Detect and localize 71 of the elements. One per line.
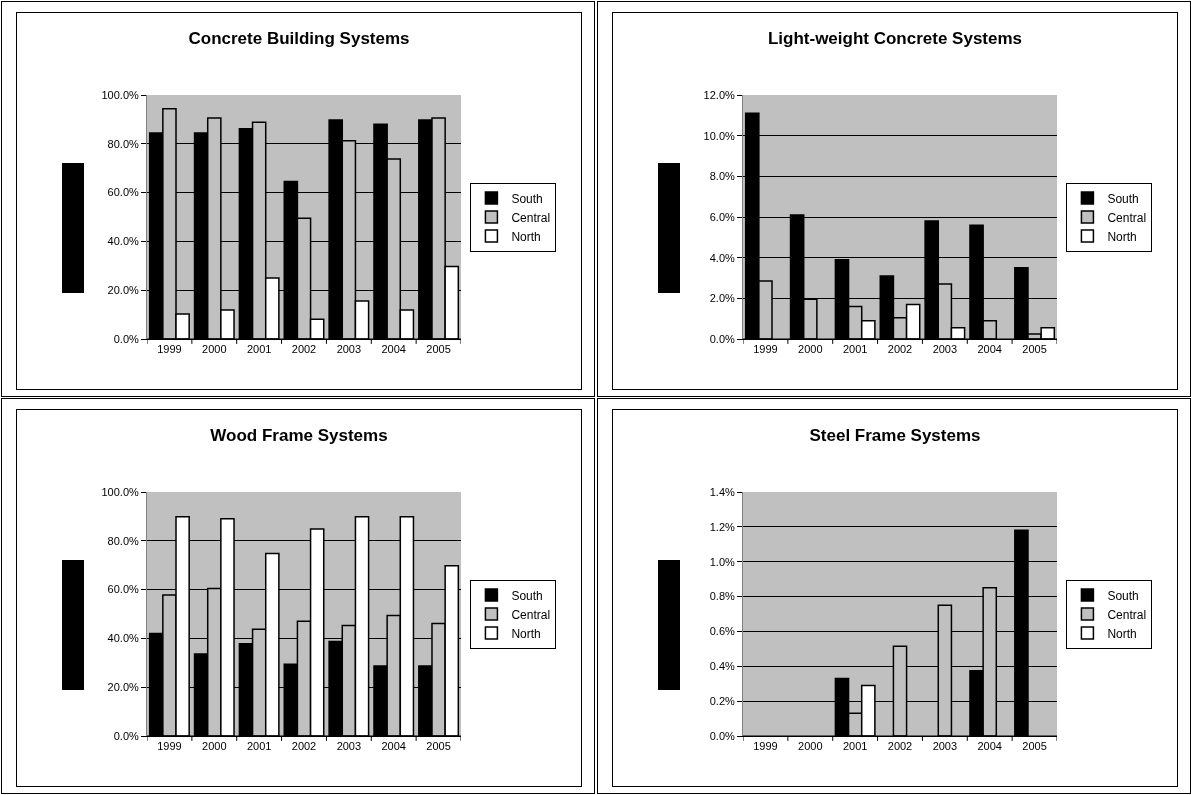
x-tick-label: 2004: [977, 740, 1002, 753]
x-tick-label: 2003: [336, 740, 362, 753]
y-tick-label: 40.0%: [107, 632, 140, 645]
y-tick-label: 80.0%: [107, 137, 140, 150]
legend-label: Central: [511, 210, 551, 225]
legend-label: North: [511, 626, 541, 641]
x-tick-label: 2005: [1022, 740, 1047, 753]
y-tick-label: 0.6%: [709, 625, 736, 638]
x-tick-label: 1999: [753, 740, 778, 753]
y-tick-label: 0.0%: [113, 729, 140, 742]
legend-label: Central: [511, 607, 551, 622]
y-tick-label: 1.2%: [709, 520, 736, 533]
y-tick-label: 80.0%: [107, 534, 140, 547]
y-tick-label: 0.4%: [709, 660, 736, 673]
legend-label: North: [1107, 229, 1137, 244]
x-tick-label: 2001: [842, 740, 868, 753]
x-tick-label: 2005: [1022, 343, 1047, 356]
y-tick-label: 4.0%: [709, 251, 736, 264]
y-tick-label: 2.0%: [709, 292, 736, 305]
x-tick-label: 2001: [246, 740, 272, 753]
y-tick-label: 0.0%: [113, 332, 140, 345]
legend-label: North: [511, 229, 541, 244]
legend-label: Central: [1107, 210, 1147, 225]
legend-label: South: [1107, 191, 1139, 206]
y-tick-label: 0.2%: [709, 694, 736, 707]
y-tick-label: 0.8%: [709, 590, 736, 603]
x-tick-label: 2002: [291, 740, 317, 753]
x-tick-label: 2001: [842, 343, 868, 356]
y-tick-label: 6.0%: [709, 210, 736, 223]
y-tick-label: 12.0%: [703, 88, 736, 101]
legend-label: South: [511, 588, 543, 603]
chart-title: Steel Frame Systems: [809, 425, 981, 445]
legend-label: Central: [1107, 607, 1147, 622]
y-tick-label: 20.0%: [107, 284, 140, 297]
x-tick-label: 2000: [202, 343, 227, 356]
y-tick-label: 20.0%: [107, 681, 140, 694]
y-tick-label: 10.0%: [703, 129, 736, 142]
x-tick-label: 2003: [336, 343, 362, 356]
x-tick-label: 2002: [887, 343, 913, 356]
y-tick-label: 60.0%: [107, 186, 140, 199]
y-tick-label: 60.0%: [107, 583, 140, 596]
x-tick-label: 1999: [157, 740, 182, 753]
x-tick-label: 2004: [381, 343, 406, 356]
x-tick-label: 1999: [157, 343, 182, 356]
y-tick-label: 100.0%: [101, 88, 140, 101]
legend-label: North: [1107, 626, 1137, 641]
x-tick-label: 2002: [887, 740, 913, 753]
legend-label: South: [1107, 588, 1139, 603]
x-tick-label: 2005: [426, 343, 451, 356]
y-tick-label: 1.0%: [709, 555, 736, 568]
chart-title: Light-weight Concrete Systems: [767, 28, 1023, 48]
y-tick-label: 100.0%: [101, 485, 140, 498]
x-tick-label: 2003: [932, 740, 958, 753]
chart-title: Wood Frame Systems: [210, 425, 388, 445]
y-tick-label: 0.0%: [709, 332, 736, 345]
y-tick-label: 1.4%: [709, 485, 736, 498]
y-tick-label: 40.0%: [107, 235, 140, 248]
x-tick-label: 2005: [426, 740, 451, 753]
x-tick-label: 2002: [291, 343, 317, 356]
chart-title: Concrete Building Systems: [188, 28, 410, 48]
x-tick-label: 2004: [381, 740, 406, 753]
x-tick-label: 2003: [932, 343, 958, 356]
x-tick-label: 2000: [202, 740, 227, 753]
x-tick-label: 1999: [753, 343, 778, 356]
x-tick-label: 2000: [798, 740, 823, 753]
x-tick-label: 2001: [246, 343, 272, 356]
x-tick-label: 2004: [977, 343, 1002, 356]
legend-label: South: [511, 191, 543, 206]
y-tick-label: 8.0%: [709, 170, 736, 183]
x-tick-label: 2000: [798, 343, 823, 356]
y-tick-label: 0.0%: [709, 729, 736, 742]
